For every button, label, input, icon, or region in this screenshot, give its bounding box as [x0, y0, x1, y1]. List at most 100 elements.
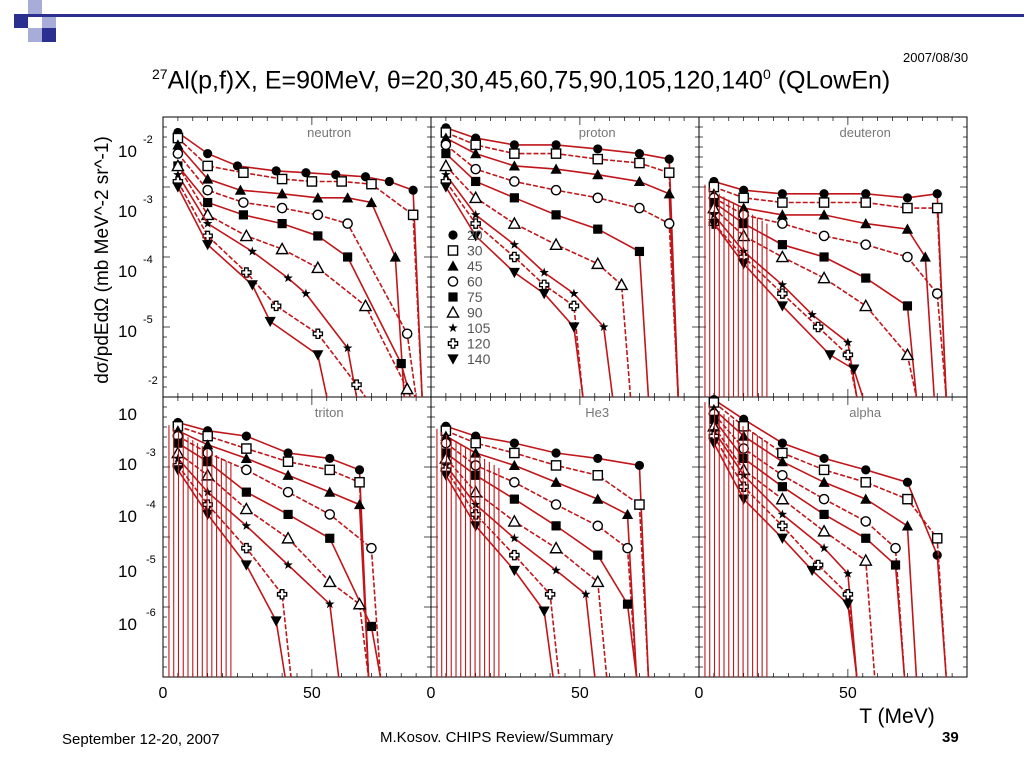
legend-marker [448, 292, 458, 302]
data-point [507, 514, 522, 527]
data-point [890, 560, 901, 570]
data-point [777, 438, 787, 448]
data-point [270, 616, 282, 627]
data-point [738, 420, 749, 432]
data-point [343, 252, 353, 262]
data-point [282, 486, 294, 498]
data-point [861, 273, 871, 283]
data-point [777, 469, 788, 481]
data-point [509, 176, 520, 187]
data-point [818, 209, 830, 220]
y-axis-label: dσ/pdEdΩ (mb MeV^-2 sr^-1) [92, 136, 113, 384]
data-point [203, 457, 213, 467]
data-point [470, 509, 481, 520]
model-curve-deuteron-120 [713, 223, 858, 398]
legend-marker [447, 245, 459, 256]
footer-date: September 12-20, 2007 [62, 731, 220, 748]
data-point [581, 589, 591, 599]
panel-label: He3 [585, 405, 609, 420]
data-point [806, 565, 818, 577]
data-point [470, 447, 482, 458]
data-point [777, 288, 788, 299]
data-point [366, 621, 377, 632]
x-tick-label: 0 [695, 685, 704, 702]
data-point [621, 508, 634, 520]
data-point [549, 237, 563, 250]
data-point [336, 176, 347, 187]
data-point [202, 487, 213, 497]
data-point [842, 599, 854, 610]
data-point [902, 202, 913, 214]
data-point [282, 456, 294, 467]
data-point [342, 218, 353, 229]
data-point [440, 132, 452, 143]
data-point [324, 509, 336, 520]
data-point [281, 531, 295, 544]
y-tick-label: 10 [118, 262, 137, 281]
legend-label: 45 [467, 258, 483, 274]
corner-square-light [28, 0, 42, 14]
x-axis-label: T (MeV) [859, 705, 934, 728]
data-point [203, 197, 213, 208]
data-point [312, 350, 324, 361]
data-point [663, 188, 675, 199]
model-curve-neutron-75 [177, 165, 411, 398]
data-point [202, 184, 213, 196]
data-point [848, 364, 860, 375]
title-degree: 0 [762, 66, 771, 82]
data-point [202, 173, 214, 184]
legend-marker [448, 230, 458, 240]
data-point [172, 182, 184, 193]
data-point [818, 493, 830, 505]
y-tick-exponent: -4 [143, 254, 153, 266]
data-point [550, 184, 562, 196]
data-point [324, 464, 336, 476]
legend-marker [447, 354, 459, 365]
data-point [470, 499, 481, 509]
data-point [508, 160, 520, 171]
data-point [311, 260, 325, 274]
data-point [509, 148, 520, 159]
data-point [366, 542, 377, 554]
page-number: 39 [942, 729, 959, 746]
data-point [200, 468, 215, 481]
data-point [592, 153, 604, 165]
data-point [902, 493, 913, 505]
data-point [509, 476, 520, 488]
y-tick-label: 10 [118, 405, 137, 424]
data-point [354, 476, 365, 488]
data-point [342, 192, 354, 203]
data-point [593, 453, 603, 464]
data-point [400, 381, 414, 395]
x-tick-label: 50 [839, 685, 857, 702]
data-point [544, 589, 556, 600]
data-point [322, 574, 337, 588]
data-point [441, 149, 451, 159]
data-point [238, 197, 249, 208]
data-point [738, 443, 749, 454]
data-point [777, 197, 788, 208]
data-point [819, 543, 829, 553]
data-point [509, 239, 520, 249]
data-point [538, 606, 550, 617]
model-curve-alpha-20 [713, 398, 947, 678]
data-point [634, 460, 645, 471]
corner-square-dark [14, 14, 28, 28]
data-point [277, 219, 287, 229]
data-point [264, 316, 276, 328]
data-point [172, 465, 184, 476]
data-point [860, 476, 872, 488]
data-point [739, 185, 749, 195]
legend-label: 75 [467, 289, 483, 305]
data-point [550, 163, 562, 174]
legend-label: 30 [467, 243, 483, 259]
legend-label: 90 [467, 305, 483, 321]
data-point [738, 209, 749, 221]
data-point [902, 251, 913, 263]
data-point [590, 574, 605, 588]
data-point [240, 560, 252, 571]
data-point [202, 218, 213, 228]
data-point [902, 193, 913, 203]
y-tick-exponent: -4 [146, 499, 156, 511]
x-tick-label: 50 [571, 685, 589, 702]
